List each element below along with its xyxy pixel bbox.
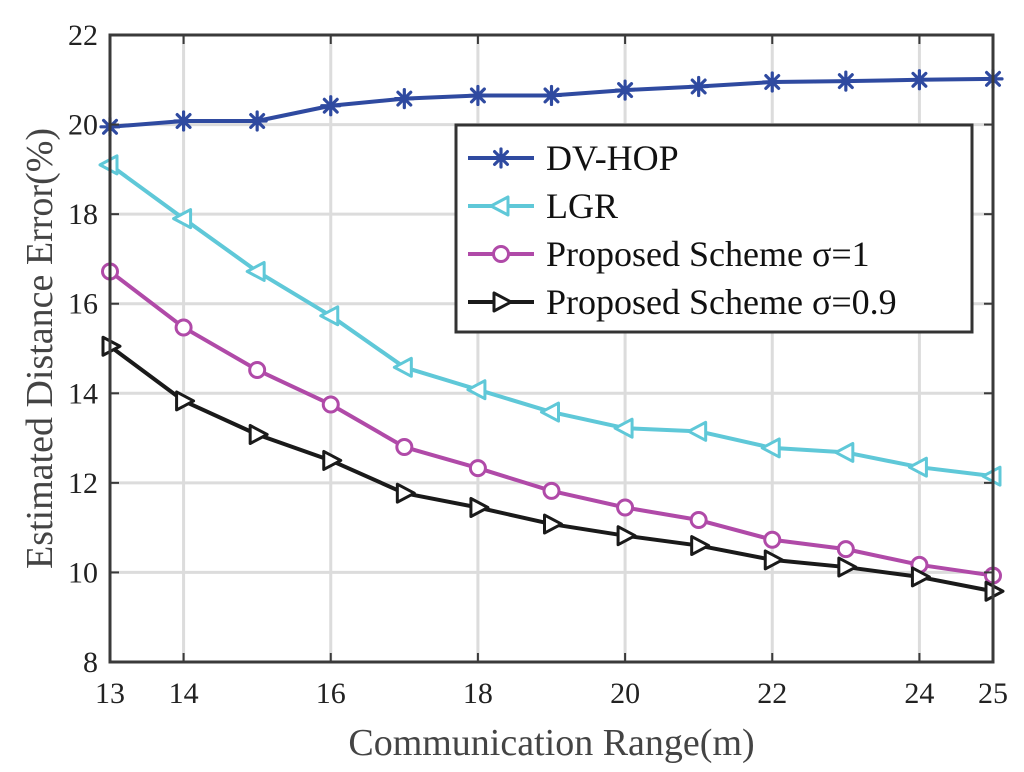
data-point — [246, 110, 268, 132]
data-point — [688, 75, 710, 98]
legend-entry: DV-HOP — [468, 138, 679, 178]
y-tick-label: 22 — [68, 19, 98, 52]
series-line — [108, 344, 994, 594]
legend-box — [454, 123, 974, 334]
series-2 — [98, 154, 1002, 487]
data-point — [761, 71, 783, 93]
data-point — [760, 437, 781, 459]
x-tick-label: 18 — [463, 677, 493, 710]
data-point — [395, 438, 414, 457]
data-point — [616, 498, 635, 517]
y-tick-label: 8 — [83, 646, 98, 679]
y-tick-label: 12 — [68, 467, 98, 500]
y-tick-label: 14 — [68, 377, 98, 410]
data-point — [616, 525, 637, 547]
y-tick-label: 10 — [68, 556, 98, 589]
data-point — [543, 513, 563, 535]
legend: DV-HOP LGR Proposed Scheme σ=1 Proposed Sch… — [454, 123, 974, 334]
data-point — [542, 481, 561, 500]
data-point — [540, 84, 563, 107]
x-tick-label: 22 — [757, 677, 787, 710]
data-point — [469, 496, 490, 518]
data-point — [907, 456, 928, 478]
data-point — [321, 395, 340, 414]
y-tick-label: 16 — [68, 288, 98, 321]
data-point — [908, 69, 931, 91]
data-point — [320, 95, 342, 117]
series-4 — [101, 335, 1005, 602]
data-point — [395, 482, 416, 504]
data-point — [910, 566, 931, 588]
data-point — [835, 70, 857, 92]
data-point — [834, 441, 855, 463]
data-point — [467, 84, 489, 107]
x-tick-label: 24 — [904, 677, 934, 710]
data-point — [540, 401, 560, 423]
legend-marker — [490, 147, 512, 169]
legend-marker — [492, 291, 513, 313]
x-tick-label: 20 — [610, 677, 640, 710]
data-point — [175, 390, 196, 412]
y-axis-title: Estimated Distance Error(%) — [19, 128, 61, 569]
axes: 13 14 16 18 20 22 24 25 8 10 12 14 16 18 20 22 — [68, 19, 1008, 710]
series-layer — [98, 68, 1005, 602]
data-point — [689, 511, 708, 530]
data-point — [466, 379, 487, 401]
data-point — [763, 549, 784, 571]
x-axis-title: Communication Range(m) — [348, 722, 754, 764]
legend-label: LGR — [546, 186, 618, 226]
x-tick-label: 14 — [169, 677, 199, 710]
data-point — [614, 79, 636, 101]
data-point — [687, 420, 708, 442]
data-point — [393, 87, 415, 110]
legend-entry: Proposed Scheme σ=1 — [468, 234, 870, 274]
data-point — [174, 318, 193, 337]
x-tick-label: 25 — [978, 677, 1008, 710]
legend-entry: Proposed Scheme σ=0.9 — [468, 282, 897, 322]
data-point — [322, 449, 343, 471]
data-point — [248, 423, 269, 445]
plot-frame — [108, 33, 995, 664]
y-tick-label: 18 — [68, 198, 98, 231]
data-point — [172, 208, 193, 230]
legend-label: Proposed Scheme σ=0.9 — [546, 282, 897, 322]
data-point — [172, 110, 195, 132]
x-tick-label: 13 — [95, 677, 125, 710]
legend-label: DV-HOP — [546, 138, 679, 178]
data-point — [392, 356, 413, 378]
data-point — [613, 417, 634, 439]
y-tick-label: 20 — [68, 109, 98, 142]
legend-marker — [492, 245, 510, 263]
data-point — [245, 260, 266, 282]
x-tick-label: 16 — [316, 677, 346, 710]
data-point — [763, 530, 782, 549]
data-point — [837, 556, 858, 578]
legend-label: Proposed Scheme σ=1 — [546, 234, 870, 274]
data-point — [468, 459, 487, 478]
legend-entry: LGR — [468, 186, 618, 226]
data-point — [836, 540, 855, 559]
data-point — [690, 535, 711, 557]
data-point — [248, 360, 267, 379]
data-point — [319, 305, 340, 327]
legend-marker — [489, 195, 510, 217]
